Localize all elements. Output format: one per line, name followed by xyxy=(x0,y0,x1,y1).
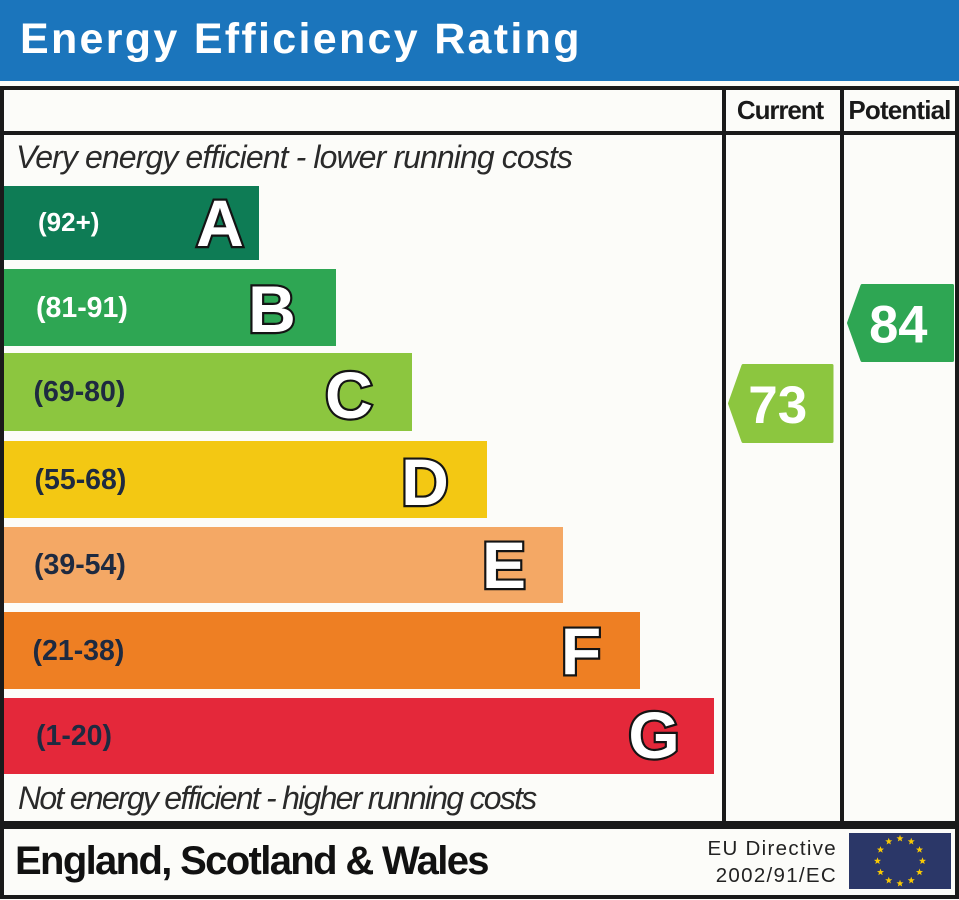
svg-text:D: D xyxy=(401,445,449,519)
svg-text:C: C xyxy=(325,358,373,432)
svg-text:84: 84 xyxy=(869,296,927,355)
svg-text:73: 73 xyxy=(748,376,807,435)
svg-text:E: E xyxy=(482,528,526,602)
svg-text:G: G xyxy=(628,698,679,772)
svg-text:B: B xyxy=(248,272,296,346)
svg-text:F: F xyxy=(561,614,601,688)
svg-text:A: A xyxy=(196,186,244,260)
